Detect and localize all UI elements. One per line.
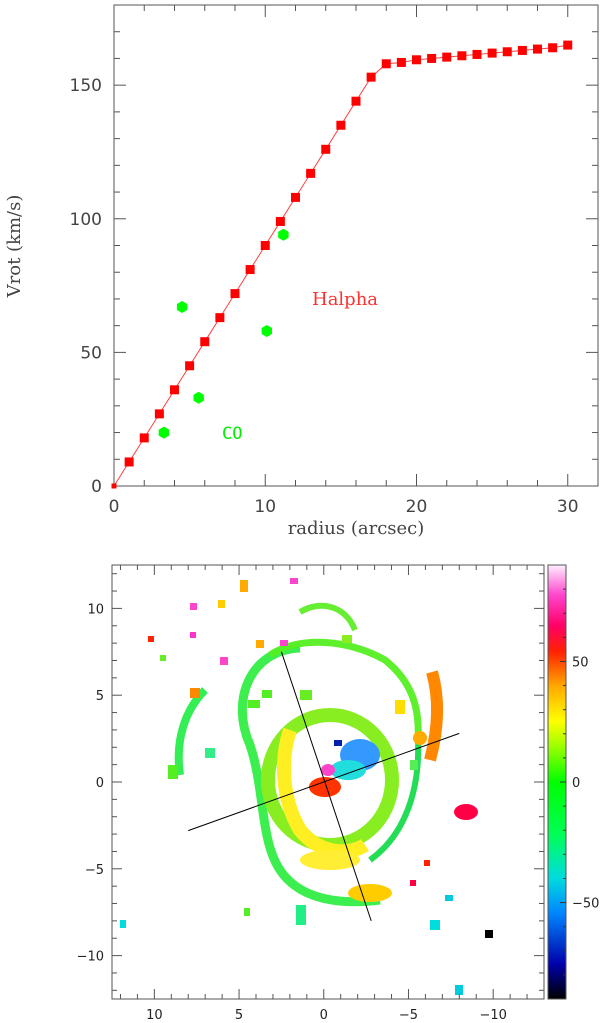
halpha-point [366, 72, 376, 82]
outer-spiral-arm-west [368, 739, 422, 863]
map-x-tick-label: −5 [399, 1008, 418, 1023]
colorbar-tick-label: −50 [572, 897, 599, 912]
co-point [278, 228, 289, 241]
halpha-point [472, 49, 482, 59]
rotation-curve-frame [113, 4, 599, 487]
map-y-tick-label: −5 [85, 863, 104, 878]
inner-ring-yellow-arc [277, 727, 369, 859]
halpha-point [427, 53, 437, 63]
west-green-arc [174, 687, 208, 776]
halpha-point [306, 168, 316, 178]
halpha-line [113, 44, 568, 487]
halpha-point [548, 43, 558, 53]
map-y-tick-label: 10 [87, 602, 104, 617]
kinematic-axis-line [188, 732, 460, 832]
halpha-point [200, 337, 210, 347]
halpha-point [563, 40, 573, 50]
co-point [261, 325, 272, 337]
co-annotation: CO [222, 424, 242, 444]
map-x-tick-label: 5 [235, 1008, 243, 1023]
halpha-point [442, 52, 452, 62]
outer-spiral-arm-north [268, 638, 422, 741]
co-point [176, 301, 188, 313]
x-axis-label: radius (arcsec) [288, 518, 425, 539]
co-point [193, 391, 204, 404]
x-tick-label: 20 [406, 497, 428, 517]
halpha-point [487, 48, 497, 58]
halpha-point [111, 483, 117, 489]
x-tick-label: 10 [254, 497, 276, 517]
halpha-point [396, 57, 406, 67]
colorbar-tick-label: 50 [572, 655, 589, 670]
y-tick-label: 0 [91, 477, 102, 497]
colorbar-ticks [560, 588, 566, 976]
west-red-knot [454, 804, 478, 820]
colorbar-tick-label: 0 [572, 776, 580, 791]
rotation-curve-ticks [113, 4, 599, 487]
halpha-point [336, 120, 346, 130]
map-x-tick-label: −10 [479, 1008, 506, 1023]
halpha-point [533, 44, 542, 54]
core-red [309, 777, 341, 797]
x-tick-label: 30 [557, 497, 579, 517]
west-orange-arm [424, 670, 444, 762]
halpha-point [502, 47, 512, 57]
map-ticks [112, 565, 544, 999]
y-axis-label: Vrot (km/s) [4, 195, 25, 299]
outer-spiral-arm-east [237, 643, 381, 907]
halpha-point [321, 144, 331, 154]
co-point [158, 426, 170, 439]
map-y-tick-label: 5 [96, 689, 104, 704]
halpha-point [260, 241, 270, 250]
halpha-point [412, 55, 421, 65]
outer-ring-northeast [298, 602, 358, 632]
west-orange-knot [413, 731, 427, 745]
rotation-curve-plot: 0 10 20 30 0 50 100 150 Halpha CO radius (arcse… [4, 4, 599, 539]
halpha-point [275, 216, 285, 226]
x-tick-label: 0 [109, 497, 120, 517]
y-tick-label: 50 [80, 343, 102, 363]
kinematic-axes-lines [188, 651, 460, 922]
halpha-points [111, 40, 573, 489]
halpha-annotation: Halpha [312, 289, 378, 310]
halpha-point [170, 385, 179, 395]
halpha-point [124, 457, 134, 467]
map-tick-labels: 10 5 0 −5 −10 10 5 0 −5 −10 [77, 602, 507, 1023]
halpha-point [245, 265, 255, 275]
colorbar-tick-labels: 50 0 −50 [572, 655, 599, 911]
core-dark-blue [334, 740, 342, 746]
y-tick-label: 100 [70, 210, 102, 230]
halpha-point [139, 433, 149, 443]
y-tick-label: 150 [70, 76, 102, 96]
rotation-curve-tick-labels: 0 10 20 30 0 50 100 150 [70, 76, 579, 517]
halpha-point [457, 51, 467, 61]
map-y-tick-label: 0 [96, 776, 104, 791]
map-x-tick-label: 10 [146, 1008, 163, 1023]
core-magenta [321, 764, 335, 776]
halpha-point [154, 409, 164, 419]
velocity-field-image [120, 578, 493, 995]
halpha-point [517, 45, 527, 55]
co-points [158, 228, 289, 439]
map-y-tick-label: −10 [77, 950, 104, 965]
kinematic-axis-line [280, 651, 372, 922]
halpha-point [185, 361, 195, 371]
map-x-tick-label: 0 [320, 1008, 328, 1023]
scattered-blobs [120, 578, 493, 995]
halpha-point [230, 289, 240, 299]
halpha-point [381, 59, 391, 69]
core-cyan [330, 760, 366, 780]
halpha-point [215, 313, 225, 323]
halpha-point [351, 96, 361, 106]
halpha-point [291, 192, 300, 202]
south-yellow-patch [300, 850, 360, 870]
south-knot [348, 884, 392, 902]
